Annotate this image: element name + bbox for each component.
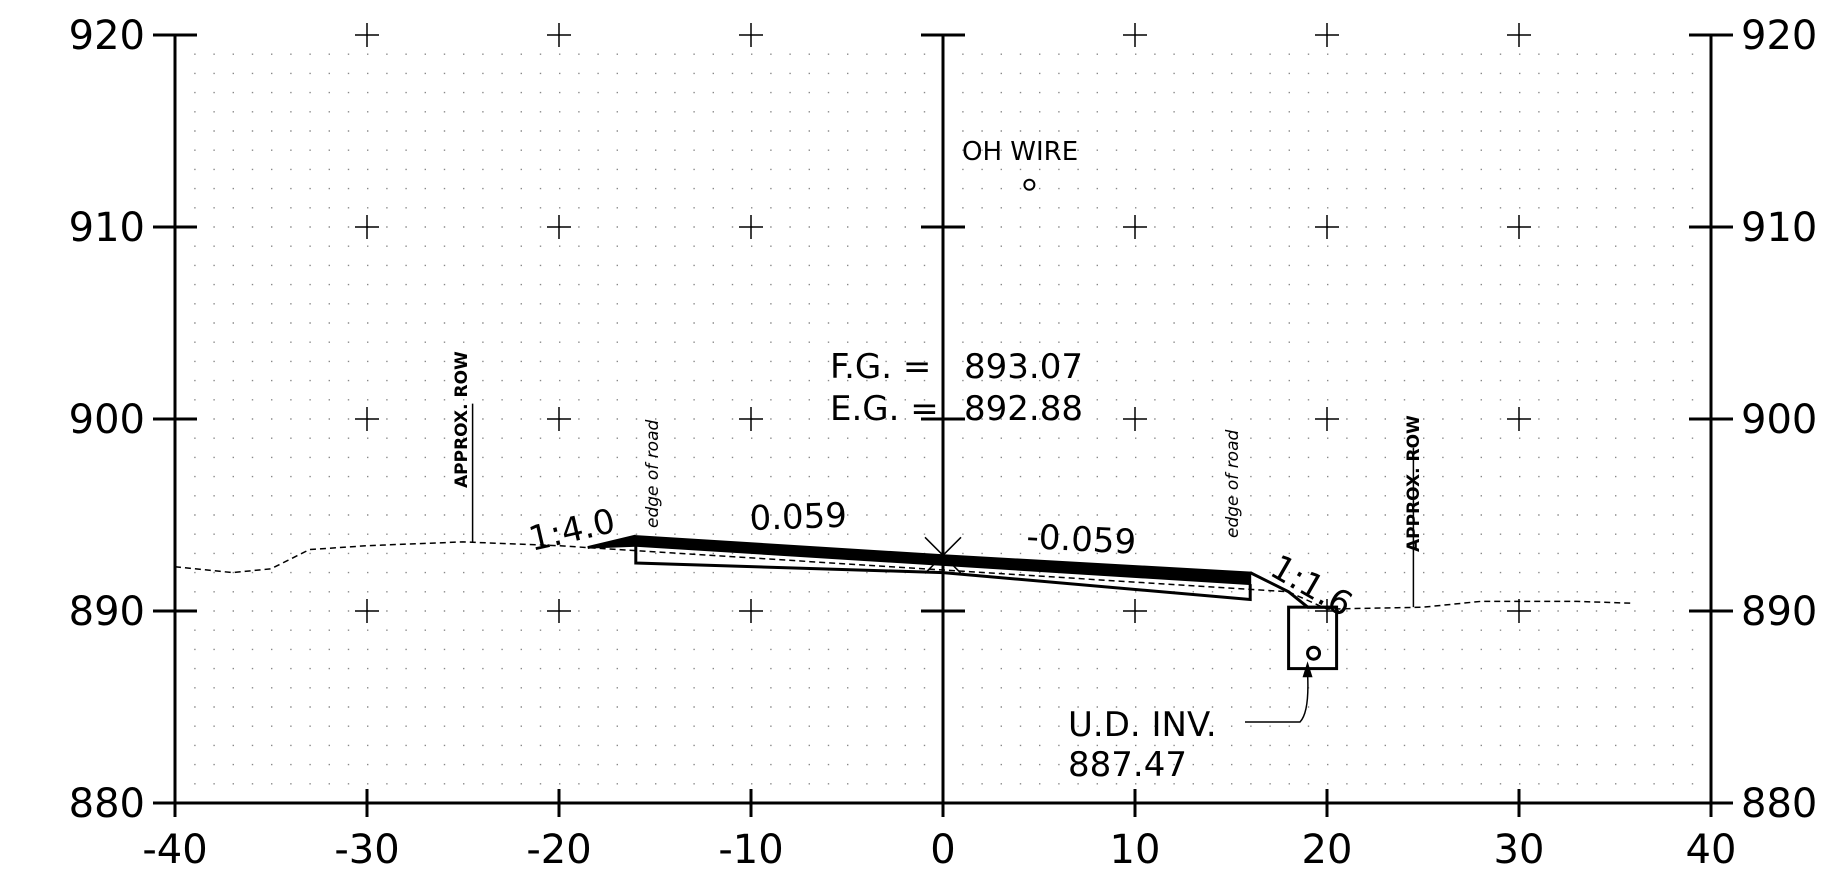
grid-cross <box>547 407 571 431</box>
ud-inv-label: U.D. INV. <box>1068 705 1217 745</box>
approx-row-left-label: APPROX. ROW <box>452 351 472 488</box>
x-tick-label: -20 <box>526 827 591 873</box>
y-tick-label-right: 910 <box>1741 205 1817 251</box>
y-tick-label-left: 920 <box>69 13 145 59</box>
x-tick-label: 40 <box>1686 827 1737 873</box>
ud-inv-leader <box>1245 673 1309 723</box>
eg-value: 892.88 <box>964 389 1083 429</box>
x-tick-label: 30 <box>1494 827 1545 873</box>
grid-cross <box>739 407 763 431</box>
ud-inv-arrowhead <box>1302 661 1313 678</box>
y-tick-label-left: 910 <box>69 205 145 251</box>
x-tick-label: -10 <box>718 827 783 873</box>
grid-cross <box>355 407 379 431</box>
base-layer-outline <box>634 545 1252 602</box>
y-tick-label-right: 920 <box>1741 13 1817 59</box>
oh-wire-point-icon <box>1023 178 1036 191</box>
cross-slope-left-label: 0.059 <box>749 496 848 539</box>
y-axis-labels-left: 880 890 900 910 920 <box>69 13 145 827</box>
existing-ground-line <box>174 541 1635 610</box>
grid-cross <box>1123 599 1147 623</box>
grid-cross <box>547 215 571 239</box>
cross-slope-right-label: -0.059 <box>1026 517 1138 563</box>
grid-cross <box>547 23 571 47</box>
x-axis-labels: -40 -30 -20 -10 0 10 20 30 40 <box>142 827 1736 873</box>
grid-cross <box>355 23 379 47</box>
grid-cross <box>1315 407 1339 431</box>
underdrain-trench <box>1287 605 1339 671</box>
x-tick-label: 10 <box>1110 827 1161 873</box>
grid-cross <box>355 215 379 239</box>
grid-cross <box>1123 215 1147 239</box>
y-tick-label-right: 880 <box>1741 781 1817 827</box>
dot-grid <box>194 53 1694 785</box>
y-tick-label-left: 900 <box>69 397 145 443</box>
grid-cross <box>1315 599 1339 623</box>
x-tick-label: -30 <box>334 827 399 873</box>
fg-value: 893.07 <box>964 347 1083 387</box>
approx-row-right-label: APPROX. ROW <box>1404 415 1424 552</box>
eg-label: E.G. = <box>830 389 939 429</box>
grid-crosses <box>355 23 1531 623</box>
y-tick-label-right: 890 <box>1741 589 1817 635</box>
edge-of-road-left-label: edge of road <box>643 419 663 528</box>
grid-cross <box>739 215 763 239</box>
fg-label: F.G. = <box>830 347 931 387</box>
grid-cross <box>1507 215 1531 239</box>
grid-cross <box>1123 23 1147 47</box>
x-tick-label: 20 <box>1302 827 1353 873</box>
underdrain-pipe-icon <box>1306 645 1322 661</box>
grid-cross <box>1315 23 1339 47</box>
grid-cross <box>739 599 763 623</box>
oh-wire-label: OH WIRE <box>962 137 1078 167</box>
y-tick-label-left: 880 <box>69 781 145 827</box>
y-tick-label-left: 890 <box>69 589 145 635</box>
grid-cross <box>739 23 763 47</box>
slope-right-label: 1:1.6 <box>1264 547 1359 625</box>
left-slope-line <box>587 534 637 550</box>
x-tick-label: 0 <box>930 827 955 873</box>
grid-cross <box>355 599 379 623</box>
y-axis-ticks <box>153 33 1733 805</box>
grid-cross <box>1315 215 1339 239</box>
dot-grid-points <box>194 53 1694 785</box>
grid-cross <box>1507 407 1531 431</box>
grid-cross <box>547 599 571 623</box>
edge-of-road-right-label: edge of road <box>1223 429 1243 538</box>
y-axis-labels-right: 880 890 900 910 920 <box>1741 13 1817 827</box>
pavement-section <box>587 535 1252 586</box>
row-marker-lines <box>471 403 1415 608</box>
ud-inv-value: 887.47 <box>1068 745 1187 785</box>
slope-left-label: 1:4.0 <box>525 501 619 560</box>
y-tick-label-right: 900 <box>1741 397 1817 443</box>
x-tick-label: -40 <box>142 827 207 873</box>
grid-cross <box>1507 599 1531 623</box>
grid-cross <box>1123 407 1147 431</box>
grid-cross <box>1507 23 1531 47</box>
centerline-x-mark <box>924 536 962 574</box>
centerline-x-glyph <box>924 536 962 574</box>
